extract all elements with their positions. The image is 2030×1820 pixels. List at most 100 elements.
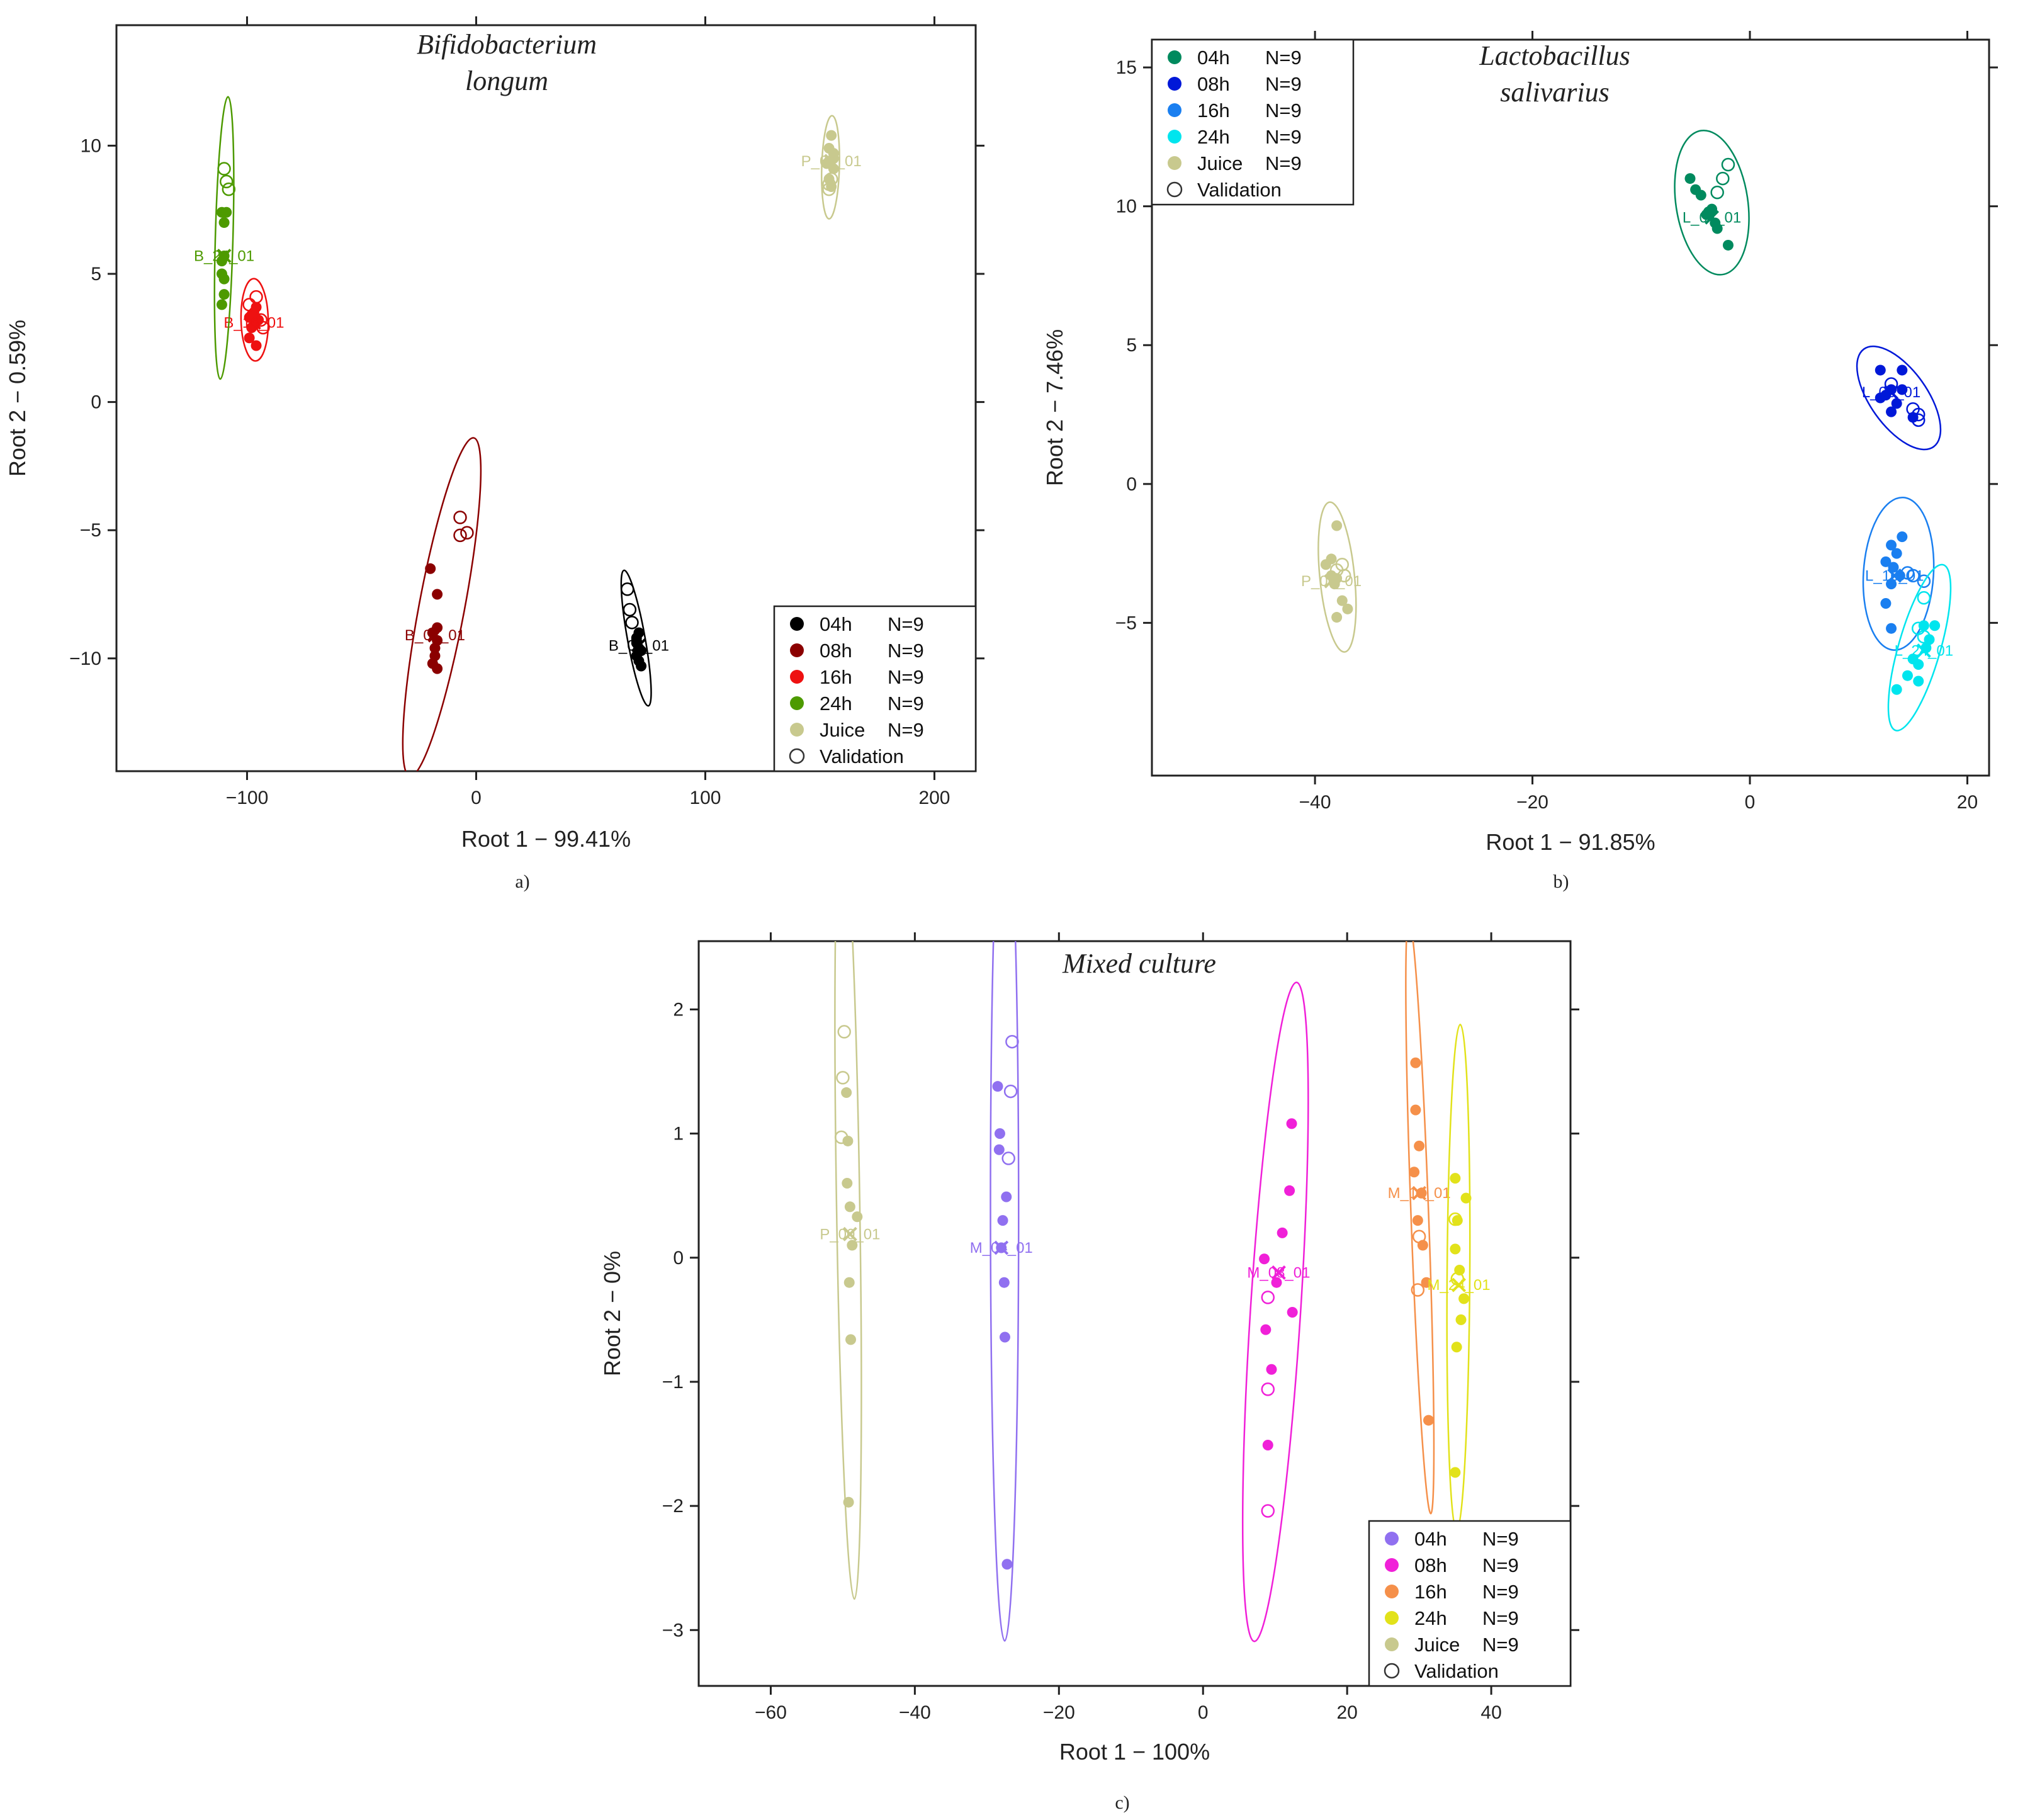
centroid-marker — [1705, 210, 1719, 225]
data-layer: M_04_01 M_08_01 M_16_01 M_24_01 P_00_01 — [820, 941, 1491, 1642]
data-point — [992, 1081, 1003, 1092]
centroid-marker — [1884, 385, 1898, 400]
confidence-ellipse — [1405, 941, 1435, 1515]
confidence-ellipse — [620, 569, 652, 707]
legend-marker — [1385, 1637, 1399, 1651]
y-tick-label: −10 — [69, 648, 101, 669]
y-tick-label: −3 — [662, 1620, 684, 1641]
data-point — [1450, 1467, 1461, 1478]
validation-point — [625, 616, 639, 630]
x-axis-label: Root 1 − 100% — [1059, 1739, 1210, 1765]
validation-point — [1917, 630, 1931, 644]
centroid-marker — [1452, 1277, 1466, 1292]
centroid-label: L_16_01 — [1865, 567, 1924, 584]
data-point — [1342, 603, 1353, 614]
validation-point — [1721, 157, 1735, 172]
legend-marker-open — [1166, 181, 1183, 198]
group-08h: L_08_01 — [1856, 345, 1942, 451]
y-axis-label: Root 2 − 7.46% — [1042, 329, 1068, 486]
data-point — [843, 1496, 854, 1508]
legend-marker — [1168, 130, 1181, 144]
data-point — [1460, 1192, 1472, 1204]
confidence-ellipse — [1317, 501, 1357, 653]
data-point — [1414, 1140, 1425, 1151]
validation-point — [1005, 1034, 1019, 1049]
group-24h: B_24_01 — [194, 96, 254, 380]
centroid-marker — [1916, 643, 1931, 658]
legend-marker-open — [789, 748, 805, 764]
centroid-marker — [824, 154, 839, 169]
legend-label: 08h — [1197, 73, 1230, 95]
x-tick-label: −40 — [1299, 792, 1331, 813]
data-point — [1451, 1342, 1462, 1353]
validation-point — [222, 182, 236, 196]
legend-label: 16h — [820, 666, 852, 688]
data-point — [1880, 556, 1892, 567]
legend-marker — [790, 670, 804, 684]
group-16h: L_16_01 — [1862, 496, 1935, 651]
data-point — [636, 645, 647, 657]
validation-point — [824, 172, 838, 186]
data-point — [1412, 1215, 1423, 1226]
data-point — [432, 589, 443, 600]
centroid-marker — [1887, 568, 1902, 583]
legend-marker-open — [1384, 1663, 1400, 1679]
group-08h: M_08_01 — [1241, 981, 1310, 1642]
legend-count: N=9 — [1265, 73, 1302, 95]
y-axis-label: Root 2 − 0% — [599, 1251, 625, 1376]
centroid-marker — [1324, 574, 1339, 589]
data-point — [1458, 1293, 1470, 1304]
plot-frame — [115, 24, 977, 772]
validation-point — [837, 1025, 851, 1039]
panel-a: −100 0 100 200 −10 −5 0 5 10 Root 1 − 99.41% Root … — [4, 16, 984, 892]
data-point — [1703, 206, 1714, 218]
data-point — [841, 1087, 852, 1099]
data-point — [221, 206, 232, 218]
legend-box — [773, 605, 977, 772]
validation-point — [822, 182, 836, 196]
centroid-label: B_08_01 — [405, 627, 465, 644]
group-04h: B_04_01 — [609, 569, 669, 707]
legend-label: 08h — [1414, 1554, 1447, 1576]
data-layer: B_04_01 B_08_01 B_16_01 B_24_01 P_00_01 — [194, 96, 862, 771]
y-tick-label: 0 — [673, 1248, 684, 1269]
confidence-ellipse — [1862, 496, 1935, 651]
panel-c: −60 −40 −20 0 20 40 −3 −2 −1 0 1 2 Root 1 − 100% Root… — [599, 932, 1579, 1813]
y-tick-label: −5 — [1115, 613, 1137, 633]
validation-point — [256, 320, 270, 335]
legend-count: N=9 — [888, 640, 924, 662]
validation-point — [460, 526, 474, 540]
centroid-label: M_16_01 — [1388, 1185, 1451, 1202]
validation-point — [1911, 407, 1926, 422]
data-point — [218, 289, 230, 300]
x-tick-label: 20 — [1336, 1702, 1357, 1723]
data-point — [1891, 548, 1902, 559]
data-point — [1284, 1185, 1295, 1196]
y-tick-label: 5 — [91, 264, 101, 285]
legend-label: 16h — [1197, 99, 1230, 122]
data-point — [994, 1128, 1005, 1139]
legend-box — [1368, 1520, 1572, 1687]
confidence-ellipse — [990, 941, 1020, 1642]
group-16h: M_16_01 — [1388, 941, 1451, 1515]
data-point — [1902, 670, 1913, 681]
x-tick-label: 200 — [918, 788, 950, 808]
y-axis-label: Root 2 − 0.59% — [4, 320, 30, 477]
legend-label: Juice — [1414, 1634, 1460, 1656]
data-point — [251, 340, 262, 351]
validation-point — [453, 528, 467, 543]
data-layer: L_04_01 L_08_01 L_16_01 L_24_01 P_00_01 — [1301, 129, 1953, 732]
data-point — [1690, 184, 1701, 195]
data-point — [1320, 559, 1331, 570]
legend-count: N=9 — [1265, 99, 1302, 122]
data-point — [844, 1201, 855, 1212]
centroid-marker — [631, 638, 646, 653]
data-point — [1262, 1439, 1273, 1450]
data-point — [1722, 239, 1734, 251]
centroid-marker — [842, 1226, 857, 1241]
confidence-ellipse — [240, 278, 269, 362]
validation-point — [1412, 1229, 1426, 1244]
centroid-marker — [427, 628, 443, 643]
panel-caption: c) — [1115, 1792, 1129, 1813]
y-tick-label: −5 — [80, 520, 101, 541]
